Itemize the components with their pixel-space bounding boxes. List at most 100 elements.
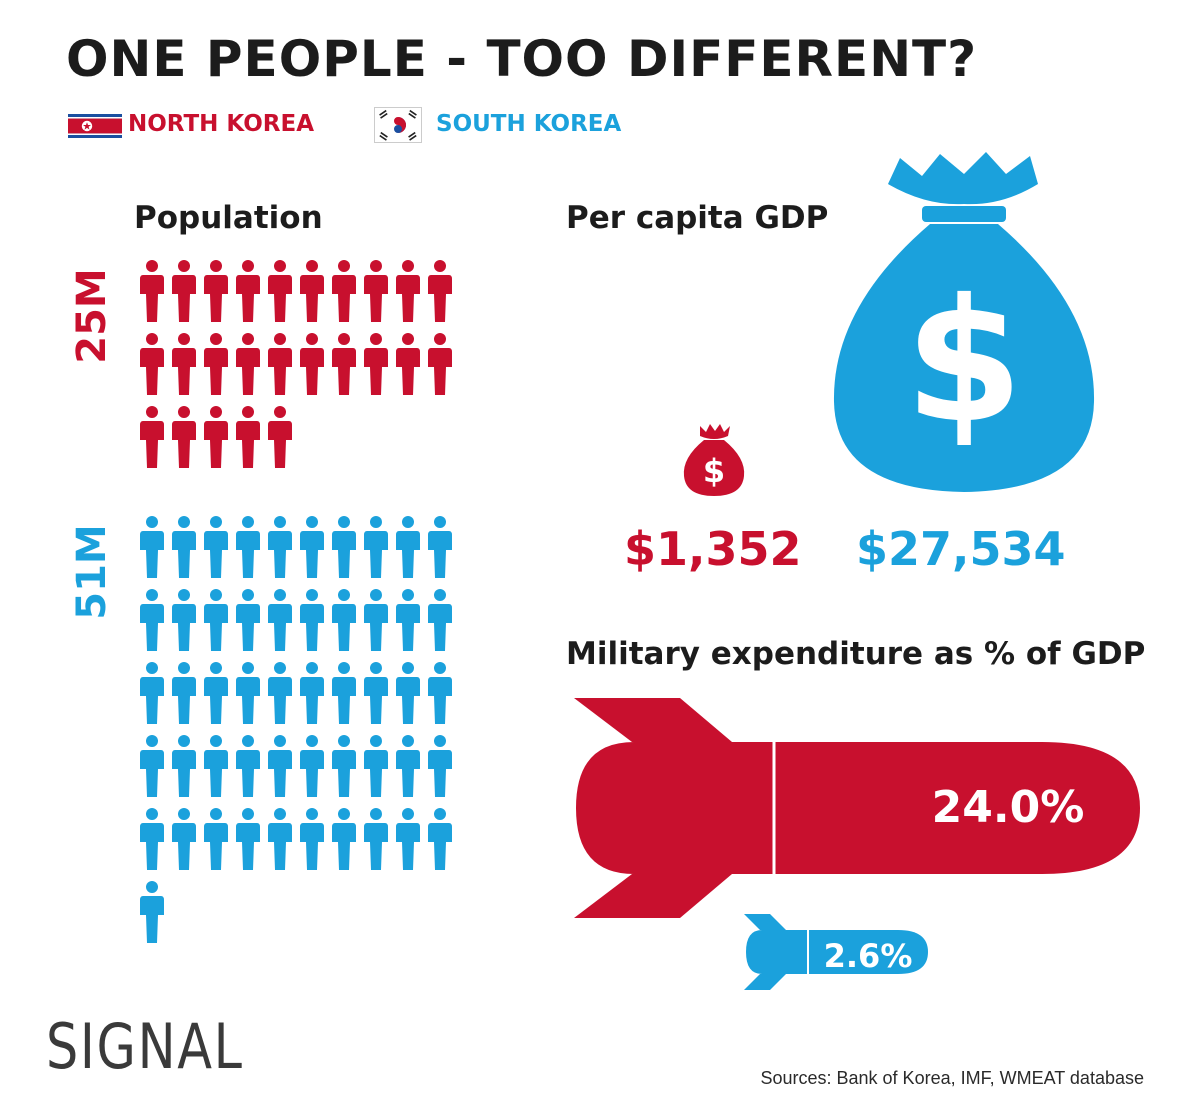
- south-person-icon: [332, 808, 356, 870]
- south-person-icon: [236, 735, 260, 797]
- south-gdp-money-bag-icon: $: [833, 152, 1095, 492]
- south-person-icon: [172, 662, 196, 724]
- south-person-icon: [140, 662, 164, 724]
- north-person-icon: [268, 260, 292, 322]
- south-person-icon: [172, 808, 196, 870]
- north-population-people: [140, 260, 452, 468]
- south-person-icon: [428, 516, 452, 578]
- south-person-icon: [428, 735, 452, 797]
- south-person-icon: [300, 662, 324, 724]
- north-person-icon: [332, 333, 356, 395]
- north-person-icon: [204, 406, 228, 468]
- north-military-value: 24.0%: [932, 782, 1085, 833]
- north-person-icon: [300, 333, 324, 395]
- north-gdp-value: $1,352: [624, 522, 802, 576]
- south-person-icon: [332, 589, 356, 651]
- south-person-icon: [268, 662, 292, 724]
- south-korea-flag-icon: [374, 107, 422, 143]
- south-person-icon: [204, 589, 228, 651]
- north-person-icon: [332, 260, 356, 322]
- south-person-icon: [268, 808, 292, 870]
- south-person-icon: [364, 808, 388, 870]
- south-person-icon: [396, 662, 420, 724]
- brand-text: SIGNAL: [46, 1010, 244, 1083]
- north-person-icon: [428, 333, 452, 395]
- south-person-icon: [364, 516, 388, 578]
- south-gdp-value: $27,534: [856, 522, 1066, 576]
- south-person-icon: [236, 589, 260, 651]
- north-person-icon: [396, 333, 420, 395]
- south-person-icon: [396, 589, 420, 651]
- north-person-icon: [204, 333, 228, 395]
- svg-text:$: $: [703, 452, 725, 490]
- south-person-icon: [428, 808, 452, 870]
- south-person-icon: [172, 589, 196, 651]
- gdp-heading: Per capita GDP: [566, 200, 829, 236]
- south-person-icon: [204, 516, 228, 578]
- legend-north-korea-label: NORTH KOREA: [128, 111, 314, 137]
- page-title: ONE PEOPLE - TOO DIFFERENT?: [66, 30, 978, 88]
- sources-note: Sources: Bank of Korea, IMF, WMEAT datab…: [760, 1068, 1144, 1088]
- south-person-icon: [332, 662, 356, 724]
- north-korea-flag-icon: [68, 114, 122, 138]
- south-military-value: 2.6%: [824, 937, 913, 975]
- south-person-icon: [332, 516, 356, 578]
- north-person-icon: [364, 333, 388, 395]
- south-person-icon: [204, 662, 228, 724]
- population-pictograph: [140, 260, 452, 943]
- south-person-icon: [364, 589, 388, 651]
- south-person-icon: [172, 735, 196, 797]
- south-person-icon: [268, 735, 292, 797]
- legend-south-korea-label: SOUTH KOREA: [436, 111, 622, 137]
- south-person-icon: [236, 808, 260, 870]
- north-person-icon: [236, 406, 260, 468]
- population-heading: Population: [134, 200, 323, 236]
- south-person-icon: [396, 735, 420, 797]
- south-person-icon: [140, 589, 164, 651]
- signal-logo: SIGNAL: [46, 1010, 244, 1083]
- south-person-icon: [140, 881, 164, 943]
- north-person-icon: [140, 406, 164, 468]
- north-person-icon: [364, 260, 388, 322]
- south-person-icon: [140, 808, 164, 870]
- south-person-icon: [428, 589, 452, 651]
- military-heading: Military expenditure as % of GDP: [566, 636, 1146, 672]
- south-person-icon: [332, 735, 356, 797]
- south-person-icon: [236, 662, 260, 724]
- north-person-icon: [140, 260, 164, 322]
- south-person-icon: [396, 516, 420, 578]
- north-person-icon: [268, 333, 292, 395]
- north-person-icon: [428, 260, 452, 322]
- south-person-icon: [300, 735, 324, 797]
- north-person-icon: [300, 260, 324, 322]
- south-person-icon: [204, 808, 228, 870]
- north-person-icon: [268, 406, 292, 468]
- south-person-icon: [140, 735, 164, 797]
- south-person-icon: [236, 516, 260, 578]
- south-person-icon: [300, 516, 324, 578]
- south-military-missile-icon: 2.6%: [744, 914, 928, 990]
- south-person-icon: [140, 516, 164, 578]
- north-person-icon: [236, 260, 260, 322]
- north-military-missile-icon: 24.0%: [574, 698, 1140, 918]
- north-person-icon: [204, 260, 228, 322]
- svg-text:$: $: [905, 263, 1023, 461]
- north-person-icon: [236, 333, 260, 395]
- south-person-icon: [396, 808, 420, 870]
- north-gdp-money-bag-icon: $: [683, 424, 745, 496]
- south-population-people: [140, 516, 452, 943]
- north-person-icon: [172, 333, 196, 395]
- north-person-icon: [172, 260, 196, 322]
- south-person-icon: [172, 516, 196, 578]
- south-person-icon: [300, 808, 324, 870]
- south-person-icon: [268, 516, 292, 578]
- south-person-icon: [300, 589, 324, 651]
- south-person-icon: [364, 735, 388, 797]
- south-person-icon: [364, 662, 388, 724]
- north-person-icon: [396, 260, 420, 322]
- south-person-icon: [428, 662, 452, 724]
- north-person-icon: [140, 333, 164, 395]
- north-person-icon: [172, 406, 196, 468]
- south-person-icon: [204, 735, 228, 797]
- south-person-icon: [268, 589, 292, 651]
